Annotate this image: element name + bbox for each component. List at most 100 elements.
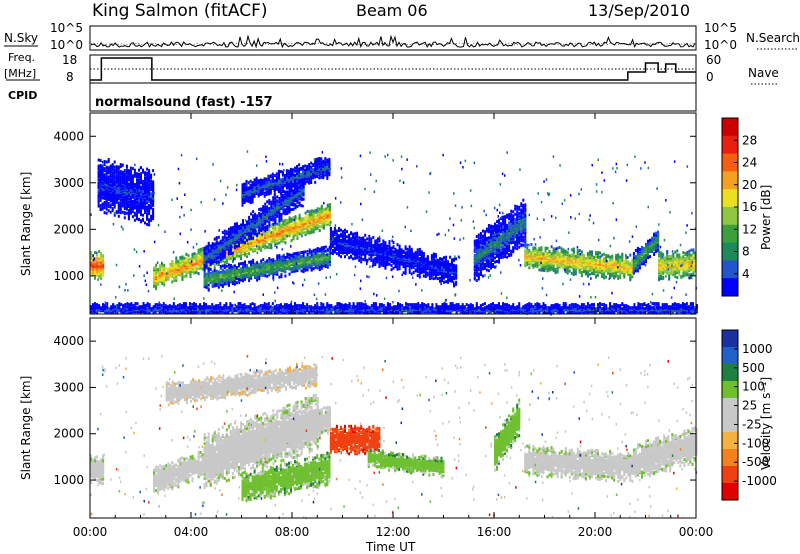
power-cell	[307, 268, 309, 271]
power-cell	[280, 256, 282, 259]
power-cell	[280, 273, 282, 276]
power-cell	[210, 268, 212, 271]
power-cell	[240, 257, 242, 260]
power-cell	[248, 237, 250, 240]
power-cell	[319, 214, 321, 217]
power-cell	[486, 237, 488, 240]
power-cell	[474, 271, 476, 274]
power-cell	[278, 170, 280, 173]
power-cell	[498, 225, 500, 228]
power-cell	[171, 281, 173, 284]
power-cell	[362, 258, 364, 261]
power-cell	[328, 158, 330, 161]
freq-tick-top: 18	[62, 53, 77, 67]
power-cell	[286, 169, 288, 172]
power-cell	[94, 251, 96, 254]
power-cell	[348, 256, 350, 259]
power-cell	[284, 174, 286, 177]
power-cell	[437, 259, 439, 262]
power-cell	[181, 255, 183, 258]
power-cell	[372, 244, 374, 247]
power-cell	[286, 187, 288, 190]
power-cell	[484, 246, 486, 249]
power-cell	[334, 247, 336, 250]
power-cell	[372, 258, 374, 261]
power-cell	[315, 248, 317, 251]
power-cell	[340, 255, 342, 258]
power-cell	[313, 210, 315, 213]
power-cell	[478, 266, 480, 269]
power-cell	[256, 214, 258, 217]
power-cell	[380, 243, 382, 246]
power-cell	[325, 261, 327, 264]
power-cell	[234, 267, 236, 270]
power-cell	[305, 219, 307, 222]
power-cell	[250, 184, 252, 187]
power-cell	[300, 183, 302, 186]
power-cell	[240, 227, 242, 230]
power-cell	[340, 233, 342, 236]
power-cell	[502, 256, 504, 259]
power-cell	[274, 260, 276, 263]
power-cell	[274, 174, 276, 177]
power-cell	[372, 236, 374, 239]
power-cell	[232, 272, 234, 275]
power-cell	[224, 261, 226, 264]
power-cell	[286, 225, 288, 228]
power-cell	[360, 237, 362, 240]
power-cell	[338, 234, 340, 237]
power-cell	[278, 254, 280, 257]
power-cell	[494, 251, 496, 254]
power-cell	[161, 272, 163, 275]
power-cell	[196, 267, 198, 270]
power-cell	[494, 256, 496, 259]
power-cell	[441, 267, 443, 270]
power-cell	[218, 260, 220, 263]
power-cell	[198, 260, 200, 263]
power-cell	[260, 228, 262, 231]
power-cell	[319, 211, 321, 214]
power-cell	[248, 279, 250, 282]
power-cell	[248, 261, 250, 264]
power-cell	[192, 253, 194, 256]
power-cell	[293, 208, 295, 211]
power-cell	[297, 218, 299, 221]
nsky-panel	[90, 26, 696, 50]
power-cell	[451, 258, 453, 261]
power-cell	[451, 276, 453, 279]
power-cell	[280, 223, 282, 226]
power-cell	[319, 268, 321, 271]
power-cell	[228, 228, 230, 231]
power-cell	[278, 223, 280, 226]
power-cell	[303, 259, 305, 262]
power-cell	[364, 239, 366, 242]
power-cell	[306, 165, 308, 168]
power-cell	[266, 275, 268, 278]
power-cell	[280, 213, 282, 216]
nave-tick-top: 60	[706, 53, 721, 67]
power-cell	[276, 223, 278, 226]
power-cell	[185, 274, 187, 277]
power-cell	[218, 236, 220, 239]
power-cell	[364, 245, 366, 248]
power-cell	[433, 253, 435, 256]
power-cell	[268, 207, 270, 210]
power-cell	[214, 266, 216, 269]
power-cell	[224, 236, 226, 239]
power-cell	[301, 251, 303, 254]
power-cell	[272, 196, 274, 199]
power-cell	[320, 160, 322, 163]
power-cell	[232, 255, 234, 258]
power-cell	[393, 245, 395, 248]
power-cell	[502, 250, 504, 253]
power-cell	[252, 264, 254, 267]
power-cell	[264, 226, 266, 229]
power-cell	[212, 256, 214, 259]
power-cell	[169, 266, 171, 269]
power-cell	[409, 269, 411, 272]
power-cell	[301, 259, 303, 262]
power-cell	[425, 271, 427, 274]
power-cell	[324, 160, 326, 163]
power-cell	[407, 264, 409, 267]
power-cell	[296, 172, 298, 175]
